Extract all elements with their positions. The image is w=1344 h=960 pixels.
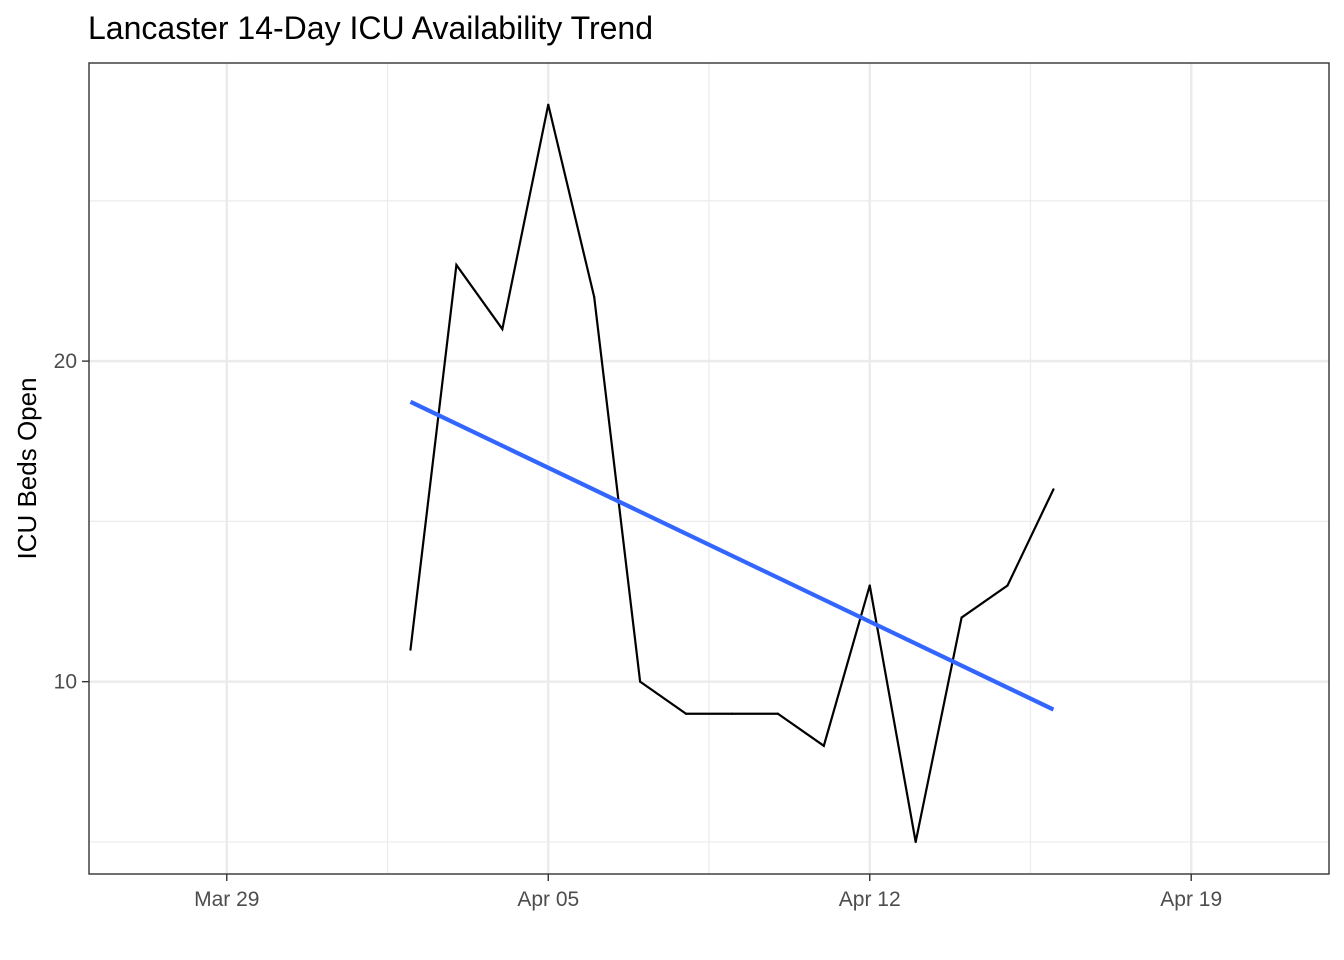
data-point (1052, 488, 1055, 491)
trend-line (409, 399, 1055, 712)
data-point (593, 295, 596, 299)
x-tick-label: Mar 29 (194, 888, 259, 911)
data-point (409, 648, 412, 651)
data-point (776, 712, 779, 715)
data-point (914, 840, 917, 844)
data-point (822, 744, 825, 747)
x-tick-label: Apr 19 (1160, 888, 1222, 911)
chart-title: Lancaster 14-Day ICU Availability Trend (88, 10, 653, 46)
data-point (868, 584, 871, 587)
data-point (639, 680, 642, 683)
minor-gridlines (89, 63, 1329, 874)
series-line (409, 104, 1055, 843)
major-gridlines (89, 63, 1329, 874)
data-point (455, 263, 458, 267)
x-tick-label: Apr 12 (839, 888, 901, 911)
plot-panel-border (88, 62, 1330, 875)
data-point (547, 103, 550, 106)
x-tick-label: Apr 05 (517, 888, 579, 911)
y-tick-label: 20 (54, 350, 77, 373)
x-axis: Mar 29 Apr 05 Apr 12 Apr 19 (194, 874, 1222, 911)
data-point (730, 712, 734, 715)
data-point (501, 327, 504, 331)
series-layer (409, 103, 1055, 844)
data-point (684, 712, 688, 715)
data-point (1006, 584, 1009, 587)
y-axis: 10 20 (54, 350, 89, 694)
y-axis-title: ICU Beds Open (12, 377, 42, 559)
y-tick-label: 10 (54, 671, 77, 694)
data-point (960, 616, 963, 619)
